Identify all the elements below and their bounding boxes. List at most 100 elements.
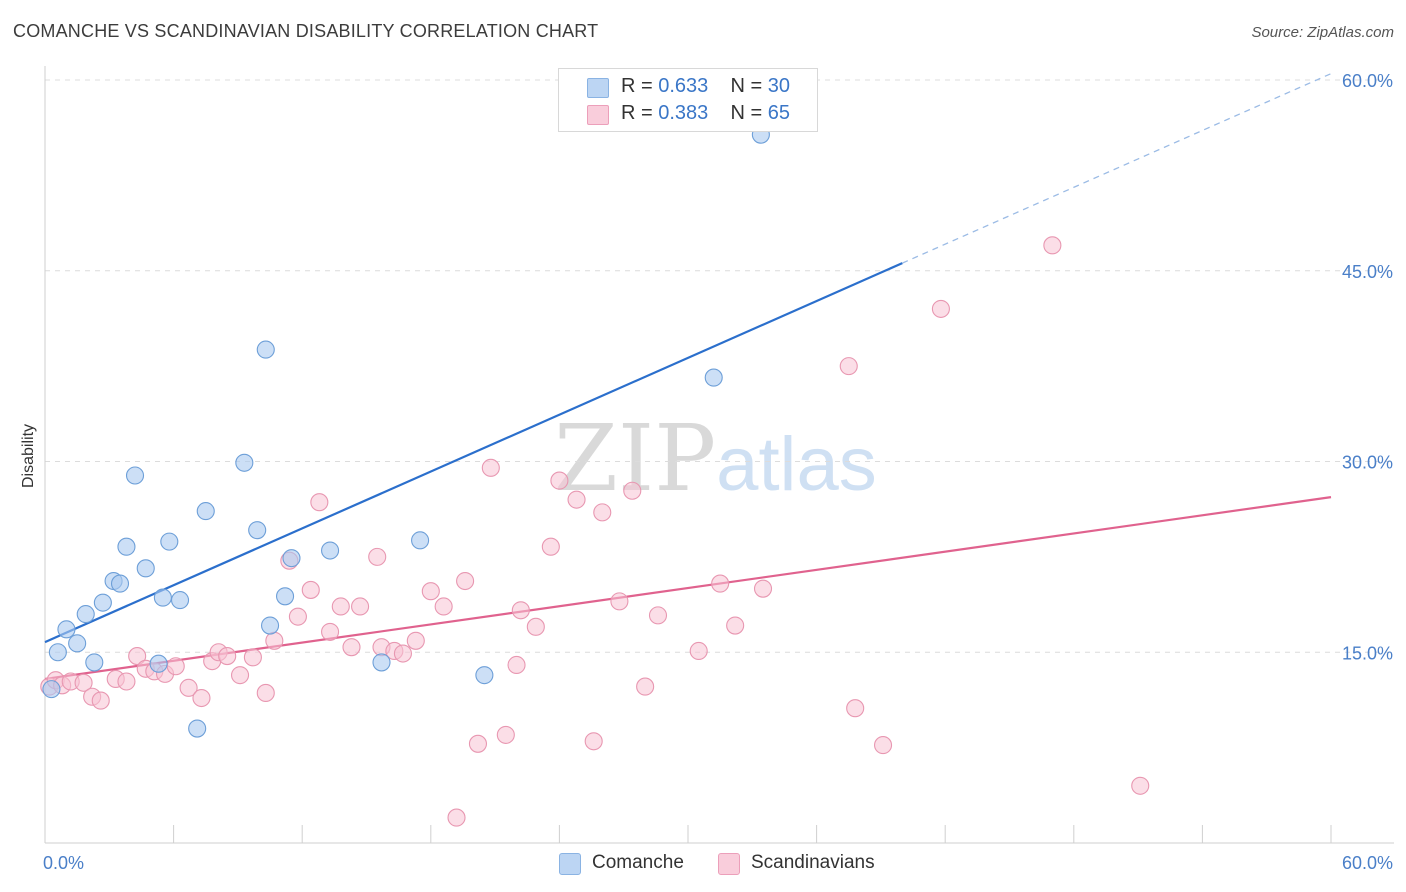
point-scandinavians [931, 299, 950, 318]
trend-line-comanche [44, 262, 903, 644]
point-scandinavians [421, 582, 440, 601]
y-tick-label: 30.0% [1342, 453, 1393, 473]
point-scandinavians [393, 644, 412, 663]
point-comanche [85, 653, 104, 672]
point-scandinavians [321, 622, 340, 641]
point-scandinavians [179, 678, 198, 697]
point-scandinavians [456, 571, 475, 591]
point-comanche [475, 666, 494, 685]
point-scandinavians [839, 357, 858, 376]
tick-labels: 15.0% 30.0% 45.0% 60.0% 0.0% 60.0% [43, 71, 1393, 873]
point-scandinavians [496, 725, 515, 744]
point-scandinavians [128, 647, 147, 666]
point-scandinavians [230, 666, 250, 685]
bottom-legend-swatch-scandinavians [718, 853, 740, 875]
point-scandinavians [166, 657, 185, 676]
trend-line-scandinavians [44, 496, 1332, 681]
point-scandinavians [117, 672, 136, 691]
data-points [40, 125, 1150, 827]
chart-title: COMANCHE VS SCANDINAVIAN DISABILITY CORR… [13, 21, 599, 41]
point-scandinavians [711, 574, 730, 593]
legend-n-label: N = [730, 102, 763, 124]
y-tick-label: 60.0% [1342, 71, 1393, 91]
trend-line-comanche-extension [902, 73, 1332, 264]
trend-lines [44, 73, 1332, 681]
watermark-atlas: atlas [716, 422, 877, 507]
point-scandinavians [368, 547, 387, 566]
point-scandinavians [447, 808, 466, 827]
point-scandinavians [288, 607, 307, 626]
point-scandinavians [218, 647, 237, 666]
legend-swatch-scandinavians [587, 105, 609, 125]
point-comanche [42, 680, 61, 699]
legend-r-value: 0.633 [658, 75, 709, 97]
point-scandinavians [1131, 776, 1150, 795]
bottom-legend-label-comanche: Comanche [592, 852, 684, 873]
point-scandinavians [481, 458, 500, 477]
bottom-legend-swatch-comanche [559, 853, 581, 875]
point-scandinavians [550, 471, 569, 490]
point-scandinavians [846, 699, 865, 718]
point-scandinavians [584, 732, 603, 751]
legend-n-label: N = [730, 75, 763, 97]
point-scandinavians [301, 580, 320, 599]
point-scandinavians [351, 597, 370, 616]
point-scandinavians [256, 683, 275, 702]
point-comanche [153, 588, 172, 607]
point-comanche [170, 591, 190, 610]
point-scandinavians [1043, 236, 1062, 255]
point-comanche [93, 593, 112, 612]
legend-n-value: 65 [767, 102, 791, 124]
bottom-legend-label-scandinavians: Scandinavians [751, 852, 875, 873]
point-scandinavians [623, 481, 642, 500]
point-scandinavians [541, 537, 560, 556]
point-comanche [160, 532, 179, 551]
point-scandinavians [265, 631, 284, 650]
legend-r-label: R = [621, 102, 653, 124]
legend-n-value: 30 [767, 75, 791, 97]
point-comanche [196, 502, 215, 521]
point-scandinavians [468, 734, 488, 753]
point-comanche [276, 587, 295, 606]
point-comanche [149, 654, 168, 673]
point-scandinavians [310, 493, 329, 512]
point-comanche [282, 549, 301, 568]
point-comanche [110, 574, 130, 593]
point-scandinavians [74, 673, 93, 692]
x-tick-label: 0.0% [43, 853, 84, 873]
grid-lines [45, 79, 1394, 653]
legend-swatch-comanche [587, 78, 609, 98]
point-scandinavians [192, 688, 211, 708]
point-scandinavians [648, 606, 668, 625]
point-scandinavians [873, 736, 893, 755]
axes [44, 66, 1394, 844]
point-comanche [136, 559, 155, 578]
point-comanche [260, 616, 280, 635]
point-scandinavians [593, 503, 612, 522]
legend: R = 0.633 N = 30 R = 0.383 N = 65 [558, 68, 818, 132]
point-scandinavians [567, 490, 586, 509]
point-comanche [248, 521, 267, 540]
source-label: Source: ZipAtlas.com [1251, 24, 1394, 41]
point-comanche [68, 634, 87, 653]
point-scandinavians [636, 677, 655, 696]
point-comanche [372, 653, 391, 672]
x-tick-label: 60.0% [1342, 853, 1393, 873]
point-comanche [411, 531, 430, 550]
y-tick-label: 15.0% [1342, 643, 1393, 663]
point-scandinavians [511, 601, 530, 620]
point-comanche [117, 537, 136, 556]
point-scandinavians [331, 597, 350, 616]
point-comanche [704, 368, 723, 387]
y-tick-label: 45.0% [1342, 262, 1393, 282]
point-scandinavians [507, 655, 526, 675]
point-scandinavians [726, 616, 745, 635]
point-scandinavians [406, 631, 425, 650]
y-axis-label: Disability [20, 424, 37, 488]
point-comanche [321, 541, 340, 560]
point-scandinavians [689, 641, 708, 661]
point-comanche [76, 605, 95, 624]
point-scandinavians [753, 579, 773, 598]
point-comanche [256, 340, 275, 359]
